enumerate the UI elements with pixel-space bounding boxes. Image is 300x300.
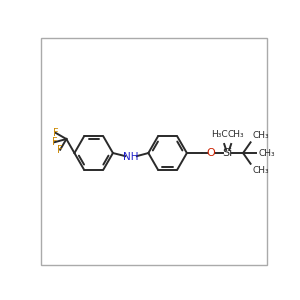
Text: CH₃: CH₃ — [252, 131, 269, 140]
Text: F: F — [52, 137, 57, 147]
Text: F: F — [53, 128, 58, 138]
Text: Si: Si — [223, 148, 233, 158]
Text: F: F — [57, 145, 63, 155]
Text: H₃C: H₃C — [211, 130, 228, 139]
Text: O: O — [206, 148, 215, 158]
Text: CH₃: CH₃ — [259, 148, 275, 158]
Text: CH₃: CH₃ — [252, 166, 269, 175]
Text: CH₃: CH₃ — [227, 130, 244, 139]
Text: NH: NH — [123, 152, 139, 162]
